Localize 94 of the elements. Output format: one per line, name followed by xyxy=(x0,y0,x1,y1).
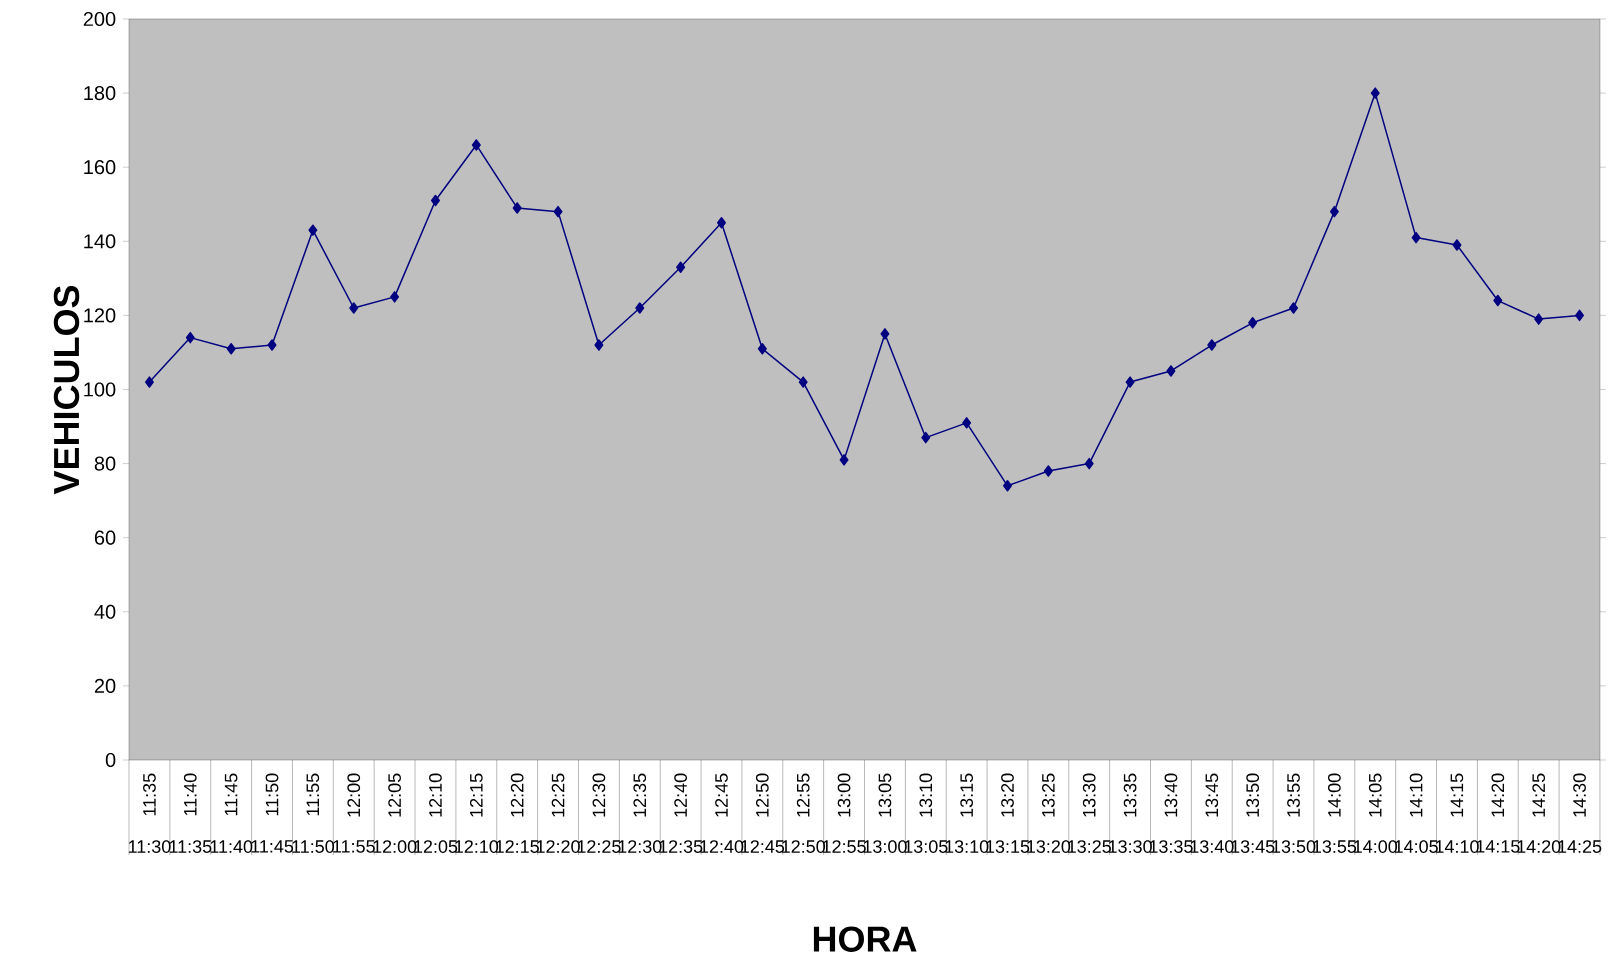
x-tick-label: 11:50 xyxy=(265,773,279,816)
point xyxy=(1452,239,1462,251)
y-tick-label: 100 xyxy=(84,382,116,397)
point xyxy=(553,206,563,218)
point xyxy=(1575,309,1585,322)
x-tick-label: 13:10 xyxy=(919,773,933,817)
x-tick-label: 14:15 xyxy=(1450,773,1464,817)
point xyxy=(471,139,481,151)
x-tick-label: 11:35 xyxy=(143,773,156,816)
point xyxy=(962,417,972,429)
x-tick-label: 13:45 xyxy=(1205,773,1219,817)
x-tick-label: 13:30 xyxy=(1082,773,1096,817)
x-tick-label: 12:15 xyxy=(469,773,483,817)
point xyxy=(880,328,890,340)
text: 12:15 xyxy=(496,840,539,854)
x-tick-label: 11:55 xyxy=(306,773,320,816)
y-tick-label: 40 xyxy=(94,604,116,620)
x-tick-label: 12:05 xyxy=(388,773,401,817)
x-tick-label: 12:10 xyxy=(429,773,442,817)
point xyxy=(798,376,808,389)
x-tick-label: 14:25 xyxy=(1532,773,1546,817)
point xyxy=(635,302,645,314)
text: 12:10 xyxy=(455,840,499,854)
point xyxy=(308,224,318,237)
x-tick-label: 12:30 xyxy=(592,773,606,817)
point xyxy=(1248,317,1258,329)
text: 11:45 xyxy=(251,840,294,853)
point xyxy=(1411,232,1421,244)
point xyxy=(757,343,767,355)
point xyxy=(1125,376,1135,389)
point xyxy=(144,376,154,389)
x-tick-label: 12:50 xyxy=(755,773,769,817)
point xyxy=(1289,302,1299,314)
x-tick-label: 11:40 xyxy=(183,773,197,816)
x-tick-label: 12:40 xyxy=(674,773,687,817)
point xyxy=(1003,480,1012,492)
point xyxy=(430,194,440,207)
point xyxy=(1207,339,1217,351)
x-tick-label: 13:20 xyxy=(1001,773,1014,817)
x-tick-label: 14:05 xyxy=(1368,773,1382,817)
x-tick-label: 14:30 xyxy=(1573,773,1586,817)
point xyxy=(390,291,400,303)
text: 11:55 xyxy=(333,840,375,853)
point xyxy=(921,432,931,444)
y-tick-label: 160 xyxy=(84,160,116,175)
point xyxy=(512,202,522,214)
point xyxy=(1329,206,1339,218)
y-axis-title: VEHICULOS xyxy=(53,286,80,495)
point xyxy=(1043,465,1053,477)
y-tick-label: 20 xyxy=(94,679,116,694)
x-tick-label: 12:20 xyxy=(510,773,524,817)
text: 12:50 xyxy=(782,840,826,854)
point xyxy=(1370,87,1380,100)
point xyxy=(1166,365,1176,377)
y-tick-label: 120 xyxy=(84,308,116,323)
x-tick-label: 12:25 xyxy=(551,773,565,817)
x-tick-label: 14:00 xyxy=(1328,773,1341,817)
text: 11:40 xyxy=(210,840,253,854)
point xyxy=(1084,458,1094,470)
x-tick-label: 12:00 xyxy=(347,773,361,817)
y-tick-label: 140 xyxy=(84,234,116,249)
point xyxy=(267,339,277,351)
y-tick-label: 80 xyxy=(94,456,116,471)
y-tick-label: 60 xyxy=(94,530,116,545)
point xyxy=(349,302,359,314)
x-tick-label: 13:25 xyxy=(1041,773,1055,817)
y-tick-label: 200 xyxy=(83,12,116,27)
x-tick-label: 13:15 xyxy=(960,773,974,817)
point xyxy=(1493,295,1503,307)
x-tick-label: 13:00 xyxy=(837,773,851,817)
x-tick-label: 14:10 xyxy=(1409,773,1423,817)
x-tick-label: 13:55 xyxy=(1287,773,1300,817)
point xyxy=(839,454,849,466)
point xyxy=(594,339,604,351)
point xyxy=(676,261,686,274)
text: 11:50 xyxy=(292,840,335,854)
y-tick-label: 180 xyxy=(84,86,116,101)
x-tick-label: 11:45 xyxy=(224,773,238,816)
x-axis-title: HORA xyxy=(813,926,917,953)
point xyxy=(226,343,236,355)
point xyxy=(716,217,726,229)
x-tick-label: 12:35 xyxy=(633,773,647,817)
x-tick-label: 14:20 xyxy=(1491,773,1505,817)
x-tick-label: 13:05 xyxy=(878,773,892,817)
text: 11:30 xyxy=(128,840,171,854)
text: 11:35 xyxy=(169,840,212,854)
x-tick-label: 12:55 xyxy=(796,773,810,817)
point xyxy=(1534,313,1544,326)
x-tick-label: 13:35 xyxy=(1123,773,1137,817)
x-tick-label: 13:40 xyxy=(1164,773,1178,817)
x-tick-label: 13:50 xyxy=(1246,773,1260,817)
x-tick-label: 12:45 xyxy=(715,773,728,817)
y-tick-label: 0 xyxy=(105,753,116,768)
point xyxy=(185,332,195,344)
